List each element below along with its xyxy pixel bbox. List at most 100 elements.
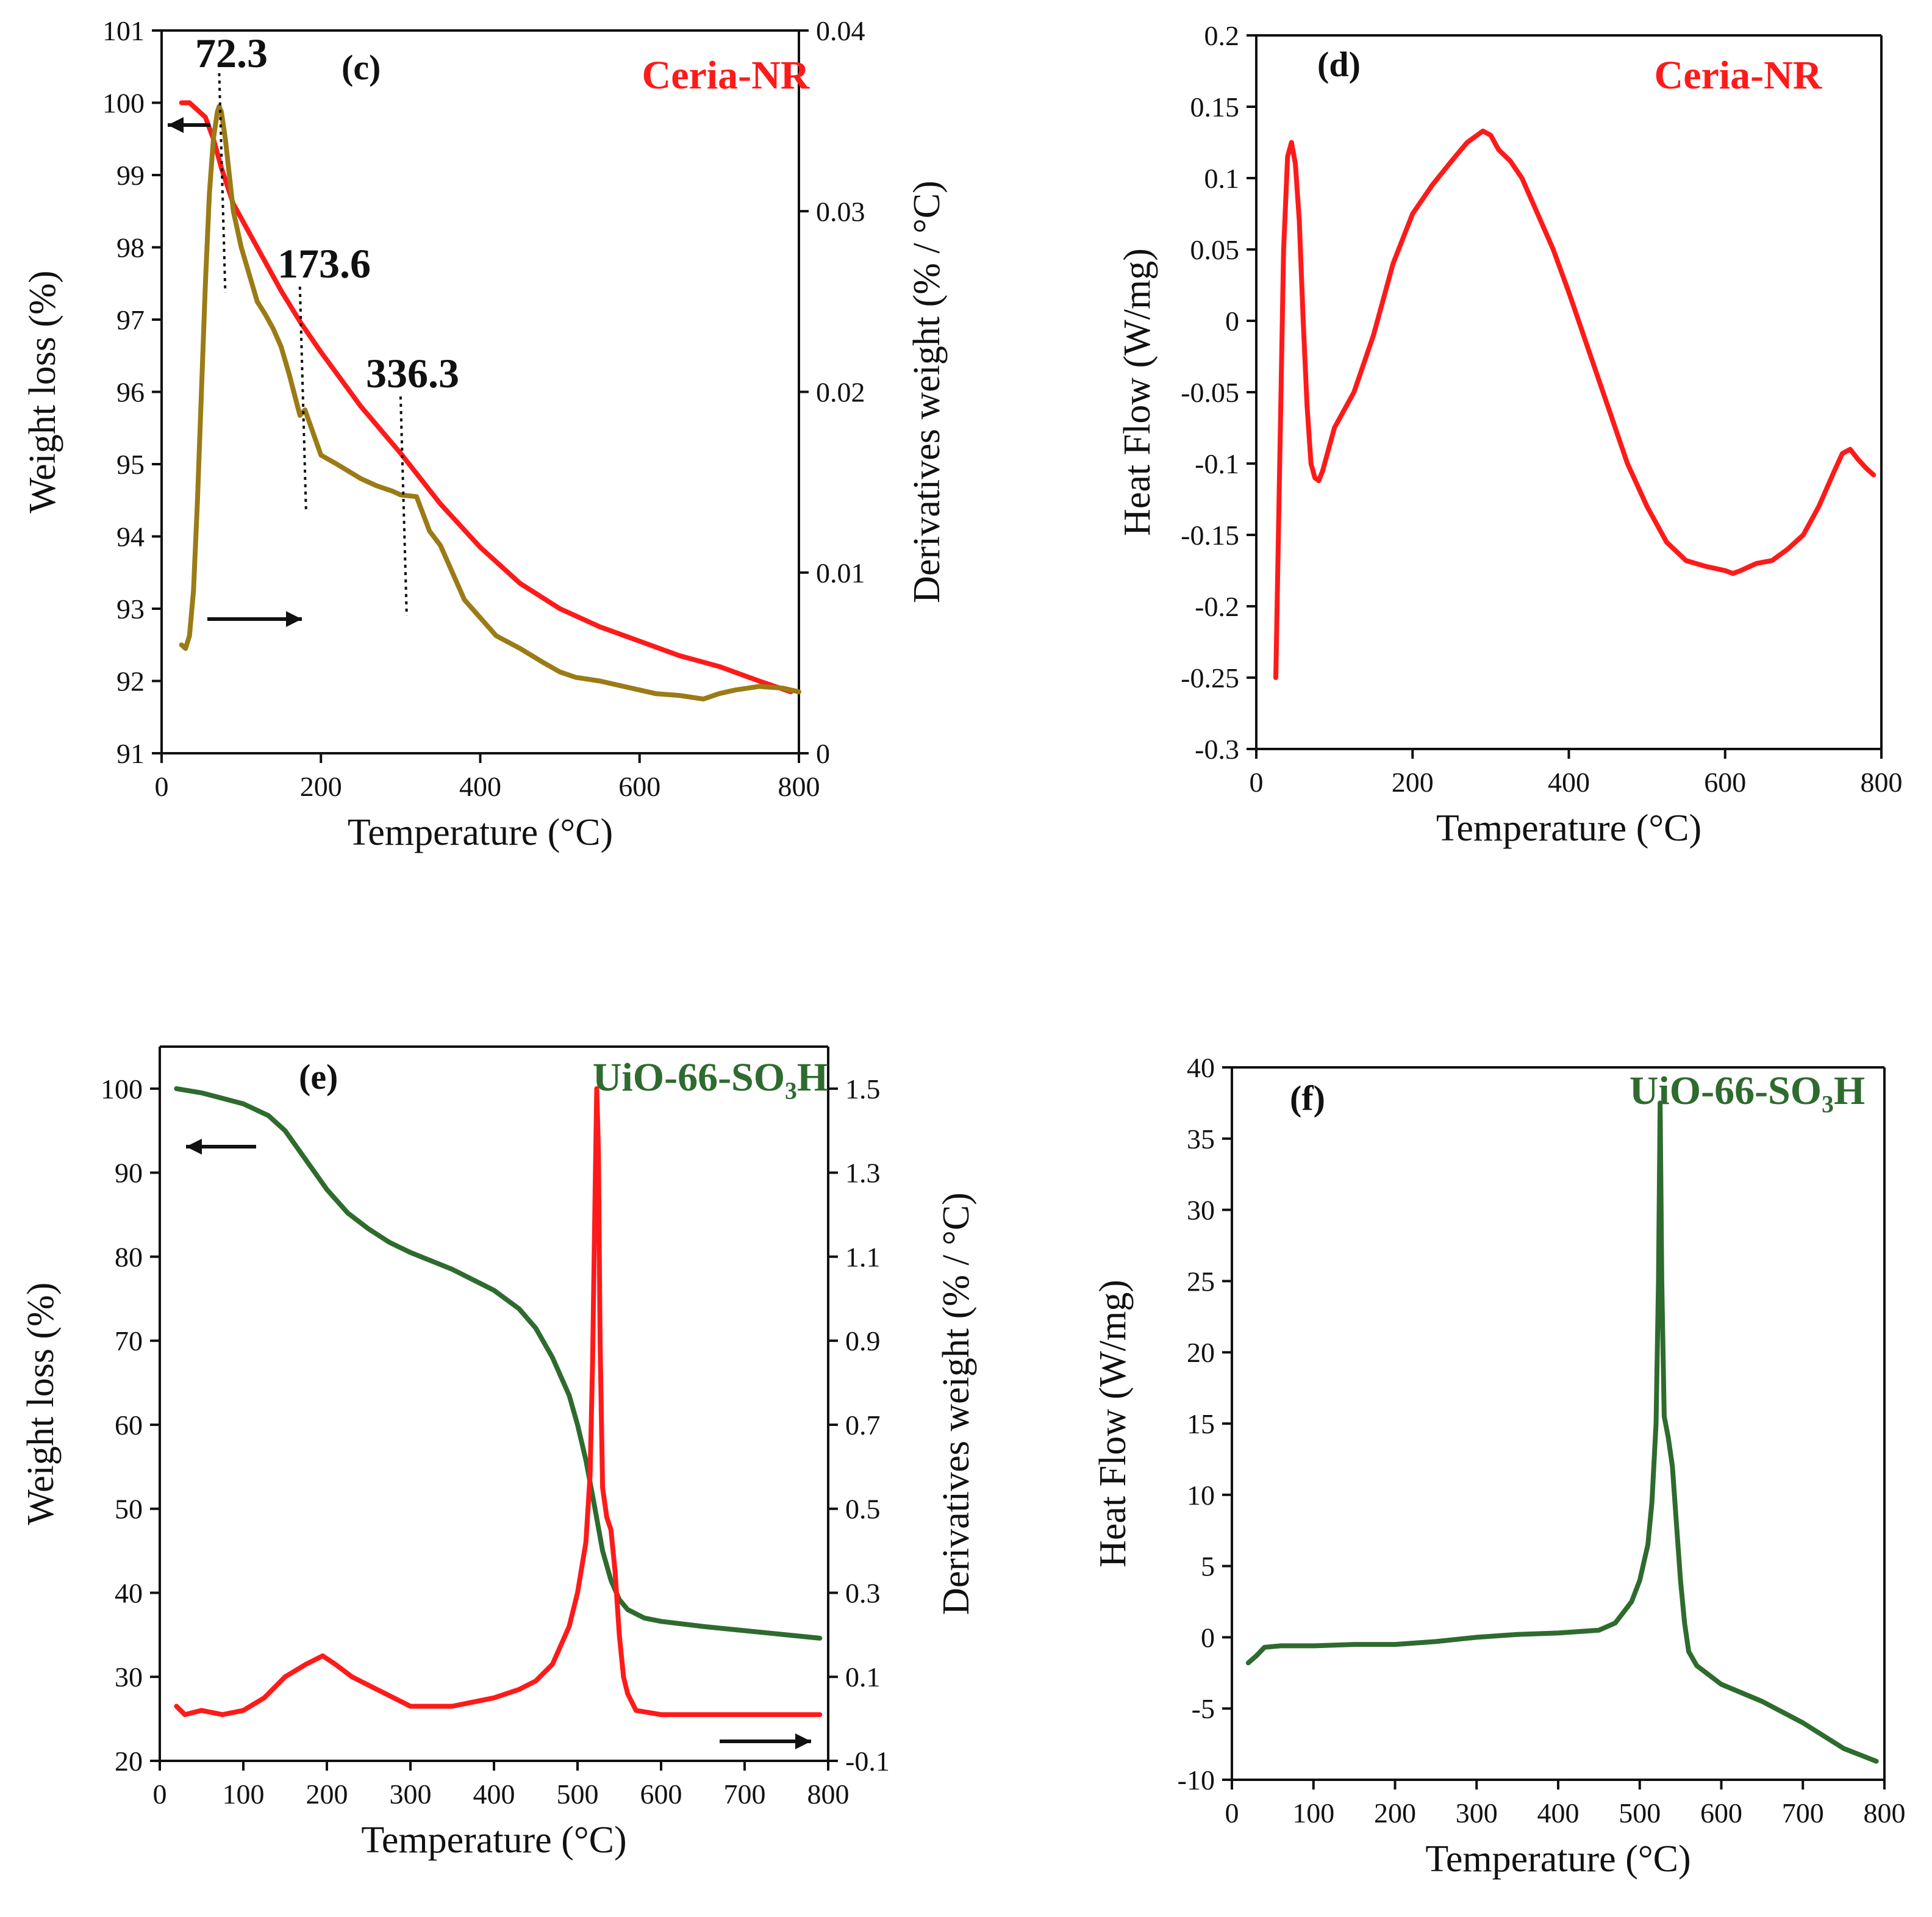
y-tick-label: 20 bbox=[115, 1746, 143, 1777]
y2-tick-label: 0.1 bbox=[845, 1661, 881, 1693]
y2-axis-label: Derivatives weight (% / °C) bbox=[936, 1192, 977, 1615]
y-tick-label: 0.2 bbox=[1204, 20, 1240, 51]
x-axis-label: Temperature (°C) bbox=[1436, 808, 1701, 849]
chart-title: Ceria-NR bbox=[642, 53, 810, 98]
y2-tick-label: 0.01 bbox=[816, 557, 865, 589]
y-axis-label: Heat Flow (W/mg) bbox=[1092, 1280, 1134, 1568]
x-tick-label: 400 bbox=[459, 771, 501, 802]
peak-annotation: 173.6 bbox=[277, 240, 371, 287]
chart-title: UiO-66-SO₃H bbox=[1630, 1069, 1865, 1113]
x-tick-label: 0 bbox=[155, 771, 169, 802]
y2-tick-label: 0.3 bbox=[845, 1577, 881, 1608]
panel-label: (e) bbox=[299, 1057, 338, 1097]
x-tick-label: 300 bbox=[1456, 1797, 1498, 1829]
y-tick-label: 10 bbox=[1187, 1480, 1215, 1511]
series-line-heat-flow bbox=[1273, 128, 1877, 680]
panel-d-ceria-dsc: 0 200 400 600 800 -0.3 -0.25 -0.2 -0.15 -0.1 -0.05… bbox=[1117, 20, 1903, 849]
right-axis-arrow-head bbox=[286, 611, 302, 627]
x-tick-label: 400 bbox=[1548, 767, 1590, 798]
x-axis-label: Temperature (°C) bbox=[348, 812, 613, 853]
x-tick-label: 0 bbox=[153, 1779, 167, 1810]
y-tick-label: 0 bbox=[1225, 306, 1239, 337]
x-tick-label: 300 bbox=[390, 1779, 432, 1810]
y2-tick-label: 1.3 bbox=[845, 1158, 881, 1189]
y-tick-label: -0.1 bbox=[1195, 448, 1239, 479]
y2-tick-label: 0.9 bbox=[845, 1325, 881, 1356]
peak-annotation: 336.3 bbox=[366, 350, 459, 396]
y-tick-label: 15 bbox=[1187, 1408, 1215, 1439]
x-tick-label: 200 bbox=[1374, 1797, 1416, 1829]
series-line-heat-flow bbox=[1245, 1100, 1879, 1764]
y-tick-label: 100 bbox=[101, 1073, 143, 1105]
x-tick-label: 800 bbox=[1864, 1797, 1906, 1829]
peak-annotation: 72.3 bbox=[195, 30, 268, 76]
x-tick-label: 600 bbox=[1700, 1797, 1742, 1829]
y-tick-label: 97 bbox=[116, 304, 145, 335]
x-tick-label: 800 bbox=[1861, 767, 1903, 798]
y-tick-label: 98 bbox=[116, 232, 145, 263]
x-tick-label: 100 bbox=[223, 1779, 265, 1810]
peak-marker-line bbox=[399, 396, 408, 617]
x-axis-label: Temperature (°C) bbox=[1425, 1838, 1690, 1880]
y-tick-label: -0.25 bbox=[1181, 662, 1239, 693]
y-tick-label: 40 bbox=[1187, 1052, 1215, 1083]
panel-e-uio-tga: 0 100 200 300 400 500 600 700 800 20 30 40 50 60 70 80 9… bbox=[20, 1045, 977, 1861]
y-axis-label: Heat Flow (W/mg) bbox=[1117, 248, 1158, 536]
y2-tick-label: -0.1 bbox=[845, 1746, 890, 1777]
y-tick-label: 30 bbox=[115, 1661, 143, 1693]
y2-tick-label: 1.5 bbox=[845, 1073, 881, 1105]
peak-marker-line bbox=[298, 286, 307, 510]
x-tick-label: 500 bbox=[1619, 1797, 1661, 1829]
y-tick-label: 101 bbox=[102, 15, 145, 46]
y2-tick-label: 0.5 bbox=[845, 1494, 881, 1525]
y-tick-label: -5 bbox=[1192, 1693, 1215, 1724]
x-tick-label: 200 bbox=[306, 1779, 348, 1810]
y-tick-label: 30 bbox=[1187, 1195, 1215, 1226]
y-tick-label: -10 bbox=[1178, 1765, 1215, 1796]
y-tick-label: 0.05 bbox=[1190, 234, 1240, 265]
y-tick-label: 96 bbox=[116, 377, 145, 408]
y-tick-label: 99 bbox=[116, 160, 145, 191]
panel-c-ceria-tga: 0 200 400 600 800 91 92 93 94 95 96 97 98 99 100 101 0 0.… bbox=[22, 15, 948, 853]
y-tick-label: -0.15 bbox=[1181, 520, 1239, 551]
x-tick-label: 100 bbox=[1292, 1797, 1334, 1829]
left-axis-arrow-head bbox=[168, 117, 184, 133]
y2-tick-label: 0.02 bbox=[816, 377, 865, 408]
x-tick-label: 700 bbox=[724, 1779, 766, 1810]
x-tick-label: 400 bbox=[473, 1779, 515, 1810]
y-tick-label: 94 bbox=[116, 521, 145, 553]
x-axis-label: Temperature (°C) bbox=[361, 1819, 626, 1861]
x-tick-label: 200 bbox=[300, 771, 342, 802]
x-tick-label: 600 bbox=[1704, 767, 1746, 798]
y-axis-label: Weight loss (%) bbox=[20, 1283, 62, 1525]
y-axis-label: Weight loss (%) bbox=[22, 271, 63, 514]
y-tick-label: 0.15 bbox=[1190, 91, 1240, 123]
y2-tick-label: 0 bbox=[816, 738, 830, 769]
left-axis-arrow-head bbox=[186, 1139, 202, 1155]
y-tick-label: -0.3 bbox=[1195, 734, 1239, 765]
y-tick-label: 35 bbox=[1187, 1123, 1215, 1155]
x-tick-label: 600 bbox=[618, 771, 660, 802]
peak-marker-line bbox=[218, 73, 227, 293]
chart-title: Ceria-NR bbox=[1655, 53, 1823, 98]
y-tick-label: 0 bbox=[1201, 1622, 1215, 1653]
panel-label: (c) bbox=[342, 48, 381, 87]
x-tick-label: 800 bbox=[807, 1779, 850, 1810]
series-line-derivative-weight bbox=[179, 104, 801, 702]
series-line-derivative-weight bbox=[174, 1086, 823, 1718]
y-tick-label: 80 bbox=[115, 1241, 143, 1272]
y2-tick-label: 0.04 bbox=[816, 15, 865, 46]
y2-tick-label: 0.03 bbox=[816, 196, 865, 227]
y-tick-label: 50 bbox=[115, 1494, 143, 1525]
y-tick-label: 93 bbox=[116, 593, 145, 625]
y-tick-label: 60 bbox=[115, 1410, 143, 1441]
y-tick-label: -0.2 bbox=[1195, 591, 1239, 622]
right-axis-arrow-head bbox=[795, 1733, 811, 1749]
y-tick-label: 5 bbox=[1201, 1551, 1215, 1582]
y-tick-label: 100 bbox=[102, 88, 145, 119]
x-tick-label: 400 bbox=[1537, 1797, 1580, 1829]
panel-label: (f) bbox=[1290, 1078, 1325, 1118]
y-tick-label: 70 bbox=[115, 1325, 143, 1356]
x-tick-label: 500 bbox=[557, 1779, 599, 1810]
